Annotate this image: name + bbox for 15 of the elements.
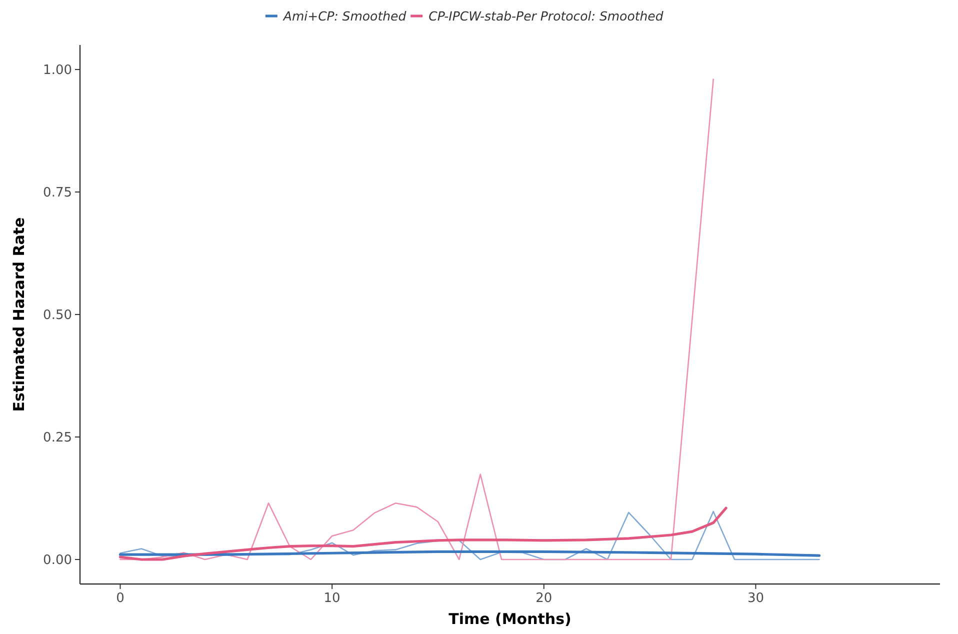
x-tick-label: 30 (747, 591, 764, 606)
x-axis-title: Time (Months) (448, 610, 572, 628)
y-tick-label: 0.75 (43, 186, 72, 200)
line-series (120, 78, 714, 560)
x-tick-label: 0 (116, 591, 124, 606)
x-tick-label: 10 (324, 591, 340, 606)
y-tick-label: 0.00 (43, 553, 72, 568)
line-series (118, 506, 728, 561)
legend-label: CP-IPCW-stab-Per Protocol: Smoothed (428, 8, 664, 24)
y-tick-label: 0.25 (43, 430, 72, 446)
y-tick-label: 0.50 (43, 308, 72, 323)
y-axis-title: Estimated Hazard Rate (10, 217, 28, 412)
x-tick-label: 20 (536, 591, 552, 606)
y-tick-label: 1.00 (43, 63, 72, 78)
legend-label: Ami+CP: Smoothed (282, 8, 406, 24)
